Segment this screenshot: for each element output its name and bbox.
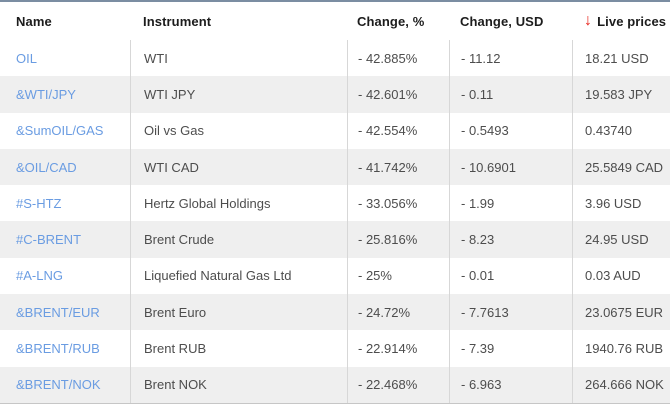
instrument-name: Hertz Global Holdings xyxy=(130,185,347,222)
table-row[interactable]: &BRENT/EUR Brent Euro - 24.72% - 7.7613 23.0… xyxy=(0,294,670,331)
live-price-value: 18.21 USD xyxy=(572,40,670,77)
table-row[interactable]: &WTI/JPY WTI JPY - 42.601% - 0.11 19.583 JPY xyxy=(0,76,670,113)
instrument-name: Brent Crude xyxy=(130,221,347,258)
table-row[interactable]: #A-LNG Liquefied Natural Gas Ltd - 25% - 0.… xyxy=(0,257,670,295)
instrument-symbol-link[interactable]: &WTI/JPY xyxy=(16,86,76,102)
instrument-name: WTI CAD xyxy=(130,148,347,186)
live-price-value: 24.95 USD xyxy=(572,221,670,258)
instrument-name: Brent NOK xyxy=(130,366,347,403)
column-header-instrument[interactable]: Instrument xyxy=(143,13,212,29)
table-header: Name Instrument Change, % Change, USD ↓ … xyxy=(0,2,670,40)
column-header-name[interactable]: Name xyxy=(16,13,52,29)
instrument-symbol-link[interactable]: &BRENT/EUR xyxy=(16,304,100,320)
table-row[interactable]: &BRENT/RUB Brent RUB - 22.914% - 7.39 1940.7… xyxy=(0,330,670,367)
change-percent-value: - 42.885% xyxy=(347,40,449,77)
table-row[interactable]: &BRENT/NOK Brent NOK - 22.468% - 6.963 264.6… xyxy=(0,366,670,403)
live-price-value: 0.03 AUD xyxy=(572,257,670,295)
change-percent-value: - 42.601% xyxy=(347,76,449,113)
change-percent-value: - 22.468% xyxy=(347,366,449,403)
table-body: OIL WTI - 42.885% - 11.12 18.21 USD &WTI/JPY W… xyxy=(0,40,670,403)
instrument-name: Brent RUB xyxy=(130,330,347,367)
instrument-symbol-link[interactable]: #C-BRENT xyxy=(16,232,82,248)
table-row[interactable]: OIL WTI - 42.885% - 11.12 18.21 USD xyxy=(0,40,670,77)
instrument-name: Oil vs Gas xyxy=(130,112,347,149)
column-header-change-usd[interactable]: Change, USD xyxy=(460,13,544,29)
change-percent-value: - 25.816% xyxy=(347,221,449,258)
instrument-symbol-link[interactable]: &BRENT/NOK xyxy=(16,377,101,393)
instrument-name: Liquefied Natural Gas Ltd xyxy=(130,257,347,295)
instrument-name: WTI xyxy=(130,40,347,77)
table-row[interactable]: #C-BRENT Brent Crude - 25.816% - 8.23 24.95 … xyxy=(0,221,670,258)
change-percent-value: - 25% xyxy=(347,257,449,295)
instrument-symbol-link[interactable]: #A-LNG xyxy=(16,268,63,284)
instrument-name: WTI JPY xyxy=(130,76,347,113)
column-header-live-prices[interactable]: ↓ Live prices xyxy=(572,2,670,40)
table-row[interactable]: &SumOIL/GAS Oil vs Gas - 42.554% - 0.5493 0.… xyxy=(0,112,670,149)
column-header-change-percent[interactable]: Change, % xyxy=(357,13,425,29)
change-usd-value: - 8.23 xyxy=(449,221,572,258)
change-usd-value: - 7.7613 xyxy=(449,294,572,331)
instrument-symbol-link[interactable]: OIL xyxy=(16,50,37,66)
live-price-value: 1940.76 RUB xyxy=(572,330,670,367)
live-price-value: 0.43740 xyxy=(572,112,670,149)
change-usd-value: - 6.963 xyxy=(449,366,572,403)
change-percent-value: - 24.72% xyxy=(347,294,449,331)
table-row[interactable]: #S-HTZ Hertz Global Holdings - 33.056% - 1.… xyxy=(0,185,670,222)
change-usd-value: - 0.11 xyxy=(449,76,572,113)
change-percent-value: - 33.056% xyxy=(347,185,449,222)
change-usd-value: - 10.6901 xyxy=(449,148,572,186)
change-usd-value: - 0.5493 xyxy=(449,112,572,149)
change-usd-value: - 7.39 xyxy=(449,330,572,367)
instrument-symbol-link[interactable]: &OIL/CAD xyxy=(16,159,77,175)
live-price-value: 3.96 USD xyxy=(572,185,670,222)
instrument-symbol-link[interactable]: &SumOIL/GAS xyxy=(16,123,104,139)
change-percent-value: - 41.742% xyxy=(347,148,449,186)
live-price-value: 264.666 NOK xyxy=(572,366,670,403)
instrument-name: Brent Euro xyxy=(130,294,347,331)
change-percent-value: - 42.554% xyxy=(347,112,449,149)
table-row[interactable]: &OIL/CAD WTI CAD - 41.742% - 10.6901 25.5849… xyxy=(0,148,670,186)
column-header-live-prices-label: Live prices xyxy=(597,13,667,29)
change-usd-value: - 1.99 xyxy=(449,185,572,222)
sort-descending-arrow-icon[interactable]: ↓ xyxy=(584,12,593,29)
change-percent-value: - 22.914% xyxy=(347,330,449,367)
live-price-value: 19.583 JPY xyxy=(572,76,670,113)
instrument-symbol-link[interactable]: &BRENT/RUB xyxy=(16,341,100,357)
change-usd-value: - 11.12 xyxy=(449,40,572,77)
live-price-value: 23.0675 EUR xyxy=(572,294,670,331)
live-price-value: 25.5849 CAD xyxy=(572,148,670,186)
instrument-symbol-link[interactable]: #S-HTZ xyxy=(16,195,62,211)
change-usd-value: - 0.01 xyxy=(449,257,572,295)
